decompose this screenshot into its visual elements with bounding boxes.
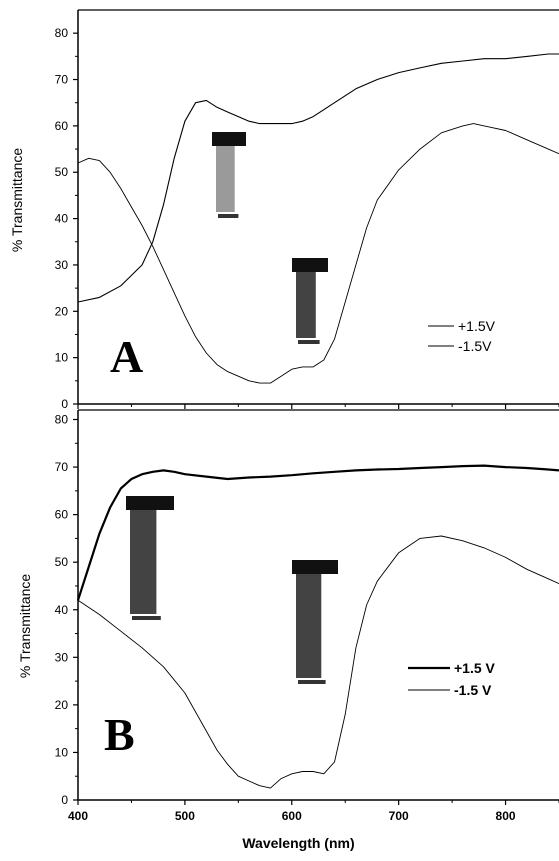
y-tick-label: 30 (55, 650, 69, 664)
x-axis-title: Wavelength (nm) (242, 835, 354, 851)
device-photo-body (130, 510, 157, 614)
panel-a: 0 10 20 30 40 50 60 70 80 % Transmittance A +1.5V -1… (9, 9, 559, 411)
panel-letter: A (110, 331, 143, 382)
legend-label: -1.5V (458, 338, 492, 354)
device-photo-band (292, 560, 338, 574)
device-photo-body (216, 146, 235, 212)
y-tick-label: 50 (55, 165, 69, 179)
series-line-minus (77, 535, 559, 789)
x-tick-label: 800 (496, 809, 516, 823)
y-tick-label: 30 (55, 258, 69, 272)
y-tick-label: 40 (55, 212, 69, 226)
device-photo-inset (292, 560, 338, 684)
y-axis-title: % Transmittance (17, 574, 33, 678)
legend-label: +1.5V (458, 318, 496, 334)
x-tick-label: 500 (175, 809, 195, 823)
device-photo-inset (292, 258, 328, 344)
y-tick-label: 70 (55, 73, 69, 87)
y-tick-label: 10 (55, 351, 69, 365)
x-tick-label: 700 (389, 809, 409, 823)
panel-letter: B (104, 709, 135, 760)
device-photo-foot (298, 680, 326, 684)
y-tick-label: 70 (55, 460, 69, 474)
series-line-plus (77, 53, 559, 303)
device-photo-inset (126, 496, 174, 620)
series-line-minus (77, 123, 559, 384)
y-tick-label: 60 (55, 508, 69, 522)
device-photo-body (296, 272, 316, 338)
panel-b: 0 10 20 30 40 50 60 70 80 400 500 600 700 800 % Transm… (17, 409, 559, 851)
y-tick-label: 20 (55, 698, 69, 712)
y-axis-title: % Transmittance (9, 148, 25, 252)
y-tick-label: 60 (55, 119, 69, 133)
y-tick-label: 0 (61, 397, 68, 411)
y-tick-label: 10 (55, 745, 69, 759)
series-line-plus (76, 464, 559, 601)
y-tick-label: 40 (55, 603, 69, 617)
device-photo-foot (218, 214, 239, 218)
device-photo-foot (132, 616, 161, 620)
y-tick-label: 0 (61, 793, 68, 807)
legend-label: +1.5 V (454, 660, 496, 676)
device-photo-foot (298, 340, 320, 344)
y-tick-label: 80 (55, 413, 69, 427)
y-tick-label: 50 (55, 555, 69, 569)
legend-label: -1.5 V (454, 682, 492, 698)
device-photo-inset (212, 132, 246, 218)
x-tick-label: 600 (282, 809, 302, 823)
device-photo-band (126, 496, 174, 510)
device-photo-body (296, 574, 322, 678)
device-photo-band (212, 132, 246, 146)
y-tick-label: 20 (55, 304, 69, 318)
device-photo-band (292, 258, 328, 272)
y-tick-label: 80 (55, 26, 69, 40)
x-tick-label: 400 (68, 809, 88, 823)
